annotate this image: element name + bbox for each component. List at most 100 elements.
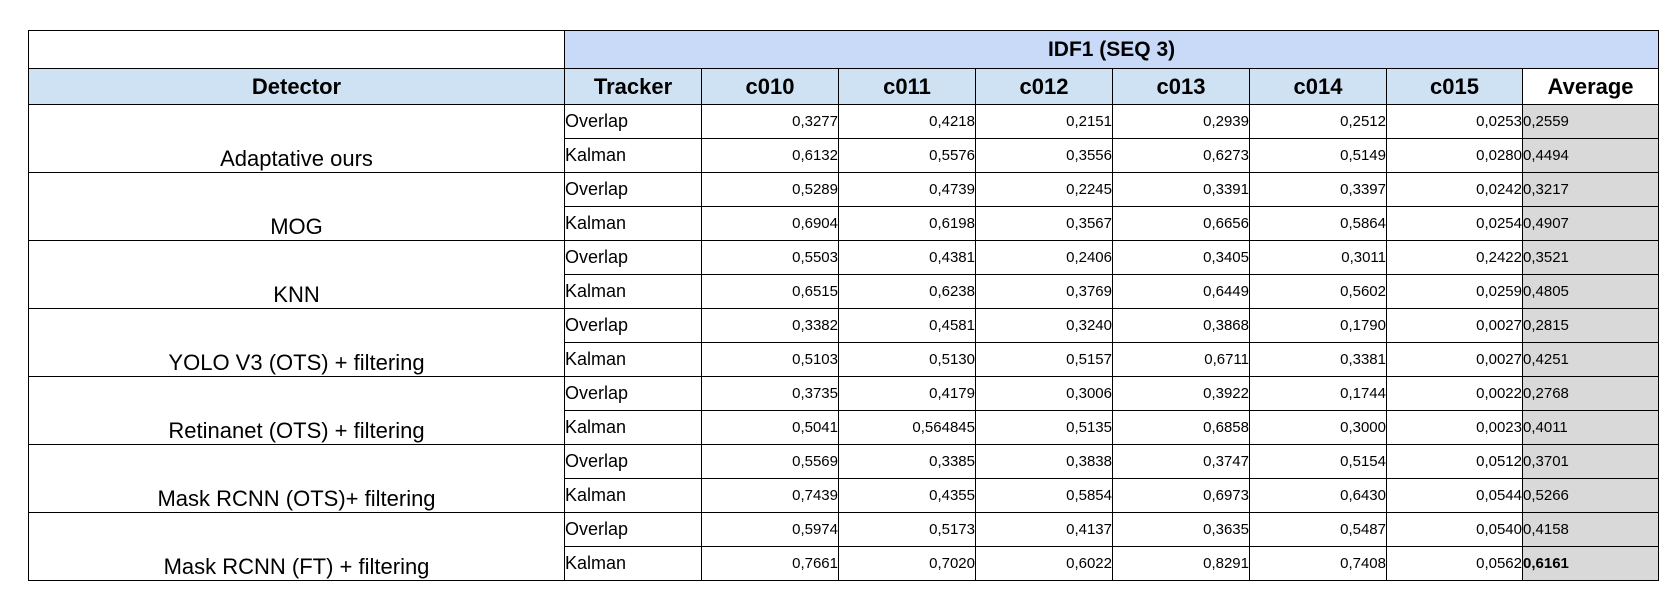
detector-header: Detector xyxy=(28,68,565,105)
idf1-value: 0,5149 xyxy=(1249,138,1387,173)
idf1-value: 0,0540 xyxy=(1386,512,1523,547)
table-row: Kalman 0,5041 0,564845 0,5135 0,6858 0,3000 0,… xyxy=(29,410,1660,445)
tracker-name: Overlap xyxy=(564,240,702,275)
idf1-value: 0,5135 xyxy=(975,410,1113,445)
idf1-value: 0,7439 xyxy=(701,478,839,513)
idf1-value: 0,6711 xyxy=(1112,342,1250,377)
average-value: 0,4805 xyxy=(1521,274,1660,309)
camera-header-c010: c010 xyxy=(701,68,839,105)
idf1-value: 0,5487 xyxy=(1249,512,1387,547)
table-row: Kalman 0,6515 0,6238 0,3769 0,6449 0,5602 0,02… xyxy=(29,274,1660,309)
idf1-value: 0,2939 xyxy=(1112,104,1250,139)
idf1-value: 0,4381 xyxy=(838,240,976,275)
idf1-value: 0,5041 xyxy=(701,410,839,445)
idf1-value: 0,5289 xyxy=(701,172,839,207)
tracker-name: Overlap xyxy=(564,104,702,139)
idf1-value: 0,5173 xyxy=(838,512,976,547)
detector-name: Adaptative ours xyxy=(28,104,565,173)
idf1-value: 0,0544 xyxy=(1386,478,1523,513)
average-value: 0,3217 xyxy=(1521,172,1660,207)
average-value: 0,2559 xyxy=(1521,104,1660,139)
average-value: 0,4011 xyxy=(1521,410,1660,445)
idf1-value: 0,0023 xyxy=(1386,410,1523,445)
tracker-name: Overlap xyxy=(564,376,702,411)
idf1-value: 0,6858 xyxy=(1112,410,1250,445)
average-value: 0,4907 xyxy=(1521,206,1660,241)
table-row: Mask RCNN (FT) + filtering Overlap 0,5974 0… xyxy=(28,512,1660,581)
tracker-name: Kalman xyxy=(564,138,702,173)
average-value: 0,3521 xyxy=(1521,240,1660,275)
idf1-value: 0,4179 xyxy=(838,376,976,411)
idf1-value: 0,3011 xyxy=(1249,240,1387,275)
idf1-value: 0,3838 xyxy=(975,444,1113,479)
idf1-value: 0,3382 xyxy=(701,308,839,343)
table-title: IDF1 (SEQ 3) xyxy=(563,30,1660,69)
header-row: Detector Tracker c010 c011 c012 c013 c01… xyxy=(28,68,1660,105)
detector-name: MOG xyxy=(28,172,565,241)
tracker-header: Tracker xyxy=(564,68,702,105)
best-average-value: 0,6161 xyxy=(1521,546,1660,581)
idf1-value: 0,7408 xyxy=(1249,546,1387,581)
idf1-value: 0,3922 xyxy=(1112,376,1250,411)
camera-header-c013: c013 xyxy=(1112,68,1250,105)
idf1-value: 0,4739 xyxy=(838,172,976,207)
idf1-value: 0,5854 xyxy=(975,478,1113,513)
idf1-value: 0,3240 xyxy=(975,308,1113,343)
idf1-value: 0,0242 xyxy=(1386,172,1523,207)
idf1-value: 0,3747 xyxy=(1112,444,1250,479)
idf1-value: 0,7661 xyxy=(701,546,839,581)
idf1-value: 0,3405 xyxy=(1112,240,1250,275)
idf1-value: 0,5576 xyxy=(838,138,976,173)
title-row: IDF1 (SEQ 3) xyxy=(28,30,1660,69)
idf1-value: 0,3397 xyxy=(1249,172,1387,207)
camera-header-c015: c015 xyxy=(1386,68,1523,105)
average-value: 0,4251 xyxy=(1521,342,1660,377)
table-row: YOLO V3 (OTS) + filtering Overlap 0,3382 0,… xyxy=(28,308,1660,377)
idf1-value: 0,4137 xyxy=(975,512,1113,547)
idf1-value: 0,6449 xyxy=(1112,274,1250,309)
idf1-value: 0,6430 xyxy=(1249,478,1387,513)
idf1-value: 0,0259 xyxy=(1386,274,1523,309)
idf1-value: 0,8291 xyxy=(1112,546,1250,581)
tracker-name: Overlap xyxy=(564,512,702,547)
idf1-value: 0,4355 xyxy=(838,478,976,513)
detector-name: Mask RCNN (FT) + filtering xyxy=(28,512,565,581)
idf1-value: 0,2512 xyxy=(1249,104,1387,139)
idf1-value: 0,5157 xyxy=(975,342,1113,377)
tracker-name: Overlap xyxy=(564,172,702,207)
detector-name: YOLO V3 (OTS) + filtering xyxy=(28,308,565,377)
table-body: Adaptative ours Overlap 0,3277 0,4218 0,2151… xyxy=(28,104,1660,581)
idf1-value: 0,5864 xyxy=(1249,206,1387,241)
table-row: Retinanet (OTS) + filtering Overlap 0,3735… xyxy=(28,376,1660,445)
table-row: Mask RCNN (OTS)+ filtering Overlap 0,5569 0… xyxy=(28,444,1660,513)
idf1-value: 0,3385 xyxy=(838,444,976,479)
idf1-value: 0,3391 xyxy=(1112,172,1250,207)
idf1-value: 0,0027 xyxy=(1386,342,1523,377)
tracker-name: Kalman xyxy=(564,342,702,377)
idf1-value: 0,5154 xyxy=(1249,444,1387,479)
idf1-value: 0,5602 xyxy=(1249,274,1387,309)
idf1-value: 0,2245 xyxy=(975,172,1113,207)
table-row: KNN Overlap 0,5503 0,4381 0,2406 0,3405 0,3011… xyxy=(28,240,1660,309)
idf1-value: 0,0512 xyxy=(1386,444,1523,479)
table-row: Kalman 0,7661 0,7020 0,6022 0,8291 0,7408 0,05… xyxy=(29,546,1660,581)
camera-header-c011: c011 xyxy=(838,68,976,105)
idf1-value: 0,3277 xyxy=(701,104,839,139)
average-value: 0,2815 xyxy=(1521,308,1660,343)
average-value: 0,4494 xyxy=(1521,138,1660,173)
idf1-value: 0,5569 xyxy=(701,444,839,479)
camera-header-c012: c012 xyxy=(975,68,1113,105)
idf1-value: 0,3868 xyxy=(1112,308,1250,343)
idf1-value: 0,6238 xyxy=(838,274,976,309)
idf1-value: 0,6515 xyxy=(701,274,839,309)
idf1-value: 0,3735 xyxy=(701,376,839,411)
tracker-name: Overlap xyxy=(564,308,702,343)
idf1-value: 0,3556 xyxy=(975,138,1113,173)
idf1-value: 0,5974 xyxy=(701,512,839,547)
idf1-value: 0,3000 xyxy=(1249,410,1387,445)
average-header: Average xyxy=(1521,68,1660,105)
camera-header-c014: c014 xyxy=(1249,68,1387,105)
idf1-value: 0,0027 xyxy=(1386,308,1523,343)
idf1-value: 0,7020 xyxy=(838,546,976,581)
tracker-name: Overlap xyxy=(564,444,702,479)
